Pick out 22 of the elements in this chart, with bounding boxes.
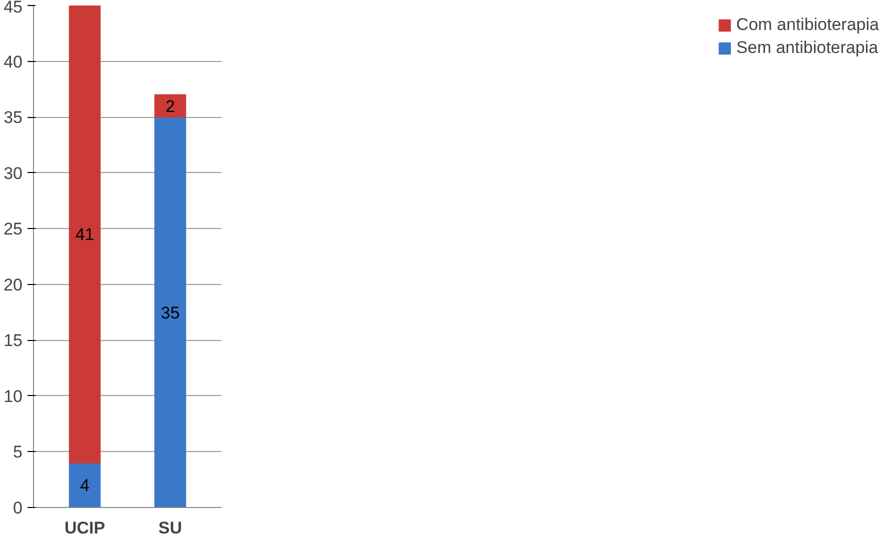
- y-tick-label: 40: [4, 52, 23, 72]
- y-tick-label: 35: [4, 108, 23, 128]
- y-tick-label: 5: [13, 442, 23, 462]
- legend-label: Sem antibioterapia: [736, 38, 878, 58]
- bar: [68, 6, 101, 464]
- y-tick-label: 15: [4, 331, 23, 350]
- data-label: 41: [75, 225, 94, 244]
- data-label: 35: [160, 303, 180, 322]
- y-tick-label: 25: [4, 220, 23, 239]
- bar: [154, 94, 186, 118]
- x-tick-label: UCIP: [64, 518, 106, 538]
- y-tick-label: 45: [4, 0, 23, 16]
- y-tick-label: 0: [13, 498, 23, 518]
- legend-label: Com antibioterapia: [736, 15, 879, 35]
- bar: [68, 462, 101, 508]
- data-label: 2: [166, 96, 175, 116]
- y-tick-label: 20: [4, 275, 23, 294]
- y-tick-label: 10: [4, 386, 23, 406]
- y-tick-label: 30: [4, 164, 23, 183]
- bar: [154, 116, 186, 508]
- x-tick-label: SU: [158, 518, 182, 538]
- data-label: 4: [80, 476, 90, 496]
